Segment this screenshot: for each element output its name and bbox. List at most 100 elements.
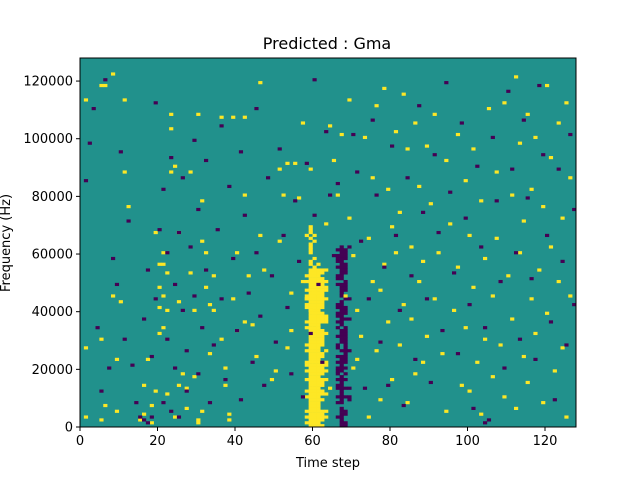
x-axis-label: Time step [295, 456, 360, 471]
heatmap-cell-high [316, 421, 321, 425]
heatmap-cell-high [320, 418, 325, 422]
y-tick-label: 120000 [23, 75, 73, 90]
heatmap-cell-low [339, 354, 344, 359]
heatmap-cell-high [355, 308, 360, 312]
heatmap-cell-high [308, 375, 313, 379]
heatmap-cell-high [161, 326, 166, 330]
heatmap-cell-low [339, 421, 344, 425]
heatmap-cell-low [343, 395, 348, 399]
heatmap-cell-low [347, 386, 352, 390]
heatmap-cell-high [316, 320, 321, 324]
heatmap-cell-high [258, 81, 263, 85]
heatmap-cell-high [483, 337, 488, 341]
heatmap-cell-low [339, 415, 344, 419]
heatmap-cell-low [339, 259, 344, 263]
heatmap-cell-low [339, 363, 344, 367]
heatmap-cell-high [390, 225, 395, 229]
heatmap-cell-high [316, 372, 321, 376]
heatmap-cell-low [335, 259, 340, 263]
heatmap-cell-high [219, 337, 224, 341]
heatmap-cell-low [343, 297, 348, 301]
heatmap-cell-high [304, 389, 309, 393]
heatmap-cell-high [312, 424, 317, 428]
heatmap-cell-high [308, 230, 313, 235]
heatmap-cell-high [300, 279, 306, 284]
heatmap-cell-low [335, 274, 340, 278]
heatmap-cell-high [312, 308, 317, 312]
heatmap-cell-high [316, 349, 321, 353]
heatmap-cell-low [343, 354, 348, 359]
heatmap-cell-low [359, 239, 364, 243]
heatmap-cell-high [552, 369, 557, 373]
heatmap-cell-high [153, 389, 158, 393]
heatmap-cell-high [285, 346, 290, 350]
heatmap-cell-low [153, 101, 158, 105]
heatmap-cell-high [103, 403, 108, 408]
heatmap-cell-high [312, 233, 317, 238]
heatmap-cell-high [320, 334, 325, 338]
heatmap-cell-low [308, 331, 313, 336]
heatmap-cell-low [335, 256, 340, 261]
heatmap-cell-high [475, 360, 480, 364]
heatmap-cell-high [436, 251, 441, 255]
heatmap-cell-high [479, 412, 484, 416]
heatmap-cell-high [169, 112, 174, 116]
y-tick-label: 40000 [32, 305, 73, 320]
heatmap-cell-high [308, 406, 313, 410]
heatmap-cell-high [324, 349, 329, 353]
heatmap-cell-low [421, 210, 426, 214]
heatmap-cell-high [320, 285, 325, 289]
heatmap-cell-low [343, 334, 348, 338]
heatmap-cell-low [126, 219, 131, 223]
heatmap-cell-high [308, 334, 313, 338]
heatmap-cell-high [324, 285, 329, 289]
heatmap-cell-high [316, 398, 321, 402]
heatmap-cell-low [335, 265, 340, 269]
heatmap-cell-low [339, 398, 344, 402]
heatmap-cell-high [320, 328, 325, 333]
heatmap-cell-high [494, 170, 499, 174]
heatmap-cell-low [169, 156, 174, 160]
heatmap-cell-high [424, 144, 430, 148]
heatmap-cell-low [114, 282, 120, 287]
heatmap-cell-low [343, 308, 348, 312]
heatmap-cell-high [312, 265, 317, 269]
heatmap-cell-low [533, 357, 538, 361]
heatmap-cell-high [188, 170, 193, 174]
heatmap-cell-high [188, 271, 193, 275]
heatmap-cell-low [568, 132, 573, 137]
heatmap-cell-high [556, 121, 561, 125]
heatmap-cell-low [157, 228, 162, 232]
heatmap-cell-high [351, 254, 356, 258]
heatmap-cell-low [339, 268, 344, 272]
heatmap-cell-high [397, 210, 402, 214]
heatmap-cell-low [145, 421, 151, 425]
heatmap-cell-high [316, 418, 321, 422]
heatmap-cell-low [494, 199, 499, 203]
heatmap-cell-low [351, 132, 356, 137]
heatmap-cell-low [343, 386, 348, 390]
heatmap-cell-high [517, 251, 523, 255]
heatmap-cell-high [308, 349, 313, 353]
heatmap-cell-high [126, 205, 131, 209]
heatmap-cell-high [304, 279, 309, 284]
heatmap-cell-high [316, 331, 321, 336]
heatmap-cell-low [335, 326, 340, 330]
heatmap-cell-high [316, 380, 321, 385]
heatmap-cell-high [320, 268, 325, 272]
heatmap-cell-high [324, 317, 329, 321]
heatmap-cell-high [308, 409, 313, 413]
heatmap-cell-low [409, 274, 414, 278]
heatmap-cell-low [339, 360, 344, 364]
heatmap-cell-high [308, 242, 313, 246]
heatmap-cell-low [339, 334, 344, 338]
heatmap-cell-low [413, 357, 418, 361]
heatmap-cell-low [347, 349, 352, 353]
heatmap-cell-low [339, 375, 344, 379]
heatmap-cell-low [343, 343, 348, 347]
heatmap-cell-high [207, 303, 213, 307]
heatmap-cell-high [312, 372, 317, 376]
heatmap-cell-high [192, 308, 197, 312]
heatmap-cell-high [308, 352, 313, 356]
heatmap-cell-low [339, 245, 344, 249]
